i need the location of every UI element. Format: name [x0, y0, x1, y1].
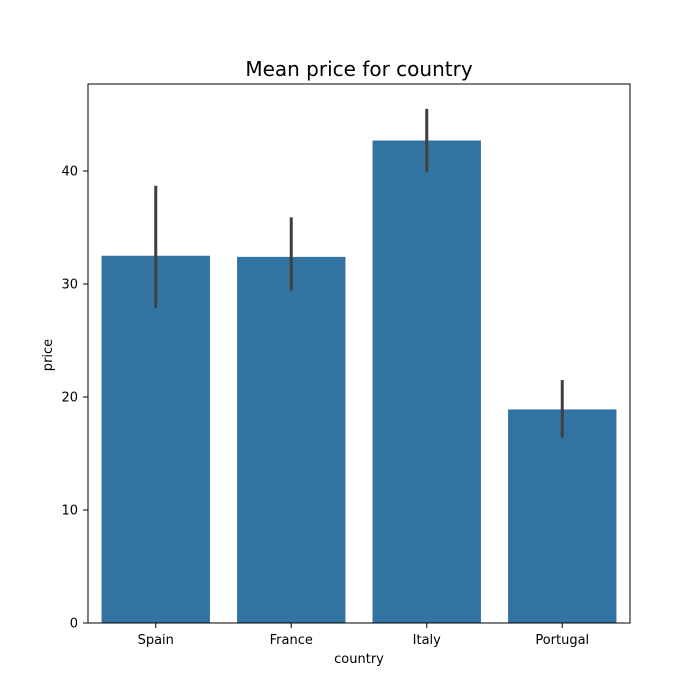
y-tick-label-30: 30 — [61, 278, 78, 293]
chart-title: Mean price for country — [245, 57, 472, 81]
bar-spain — [101, 255, 210, 623]
bar-portugal — [508, 409, 617, 623]
bars-layer — [101, 140, 617, 623]
y-tick-label-20: 20 — [61, 391, 78, 406]
y-tick-label-10: 10 — [61, 504, 78, 519]
plot-area — [87, 83, 631, 624]
y-tick-label-40: 40 — [61, 165, 78, 180]
x-tick-label-spain: Spain — [138, 633, 174, 648]
x-tick-label-france: France — [270, 633, 313, 648]
x-axis: Spain France Italy Portugal — [138, 623, 589, 648]
error-bars-layer — [154, 108, 564, 438]
y-axis: 0 10 20 30 40 — [61, 165, 88, 632]
bar-italy — [372, 140, 481, 623]
y-tick-label-0: 0 — [70, 617, 78, 632]
bar-france — [237, 256, 346, 623]
x-tick-label-portugal: Portugal — [535, 633, 589, 648]
y-axis-label: price — [41, 339, 56, 371]
plot-frame — [87, 83, 631, 624]
x-axis-label: country — [334, 652, 384, 667]
x-tick-label-italy: Italy — [413, 633, 442, 648]
